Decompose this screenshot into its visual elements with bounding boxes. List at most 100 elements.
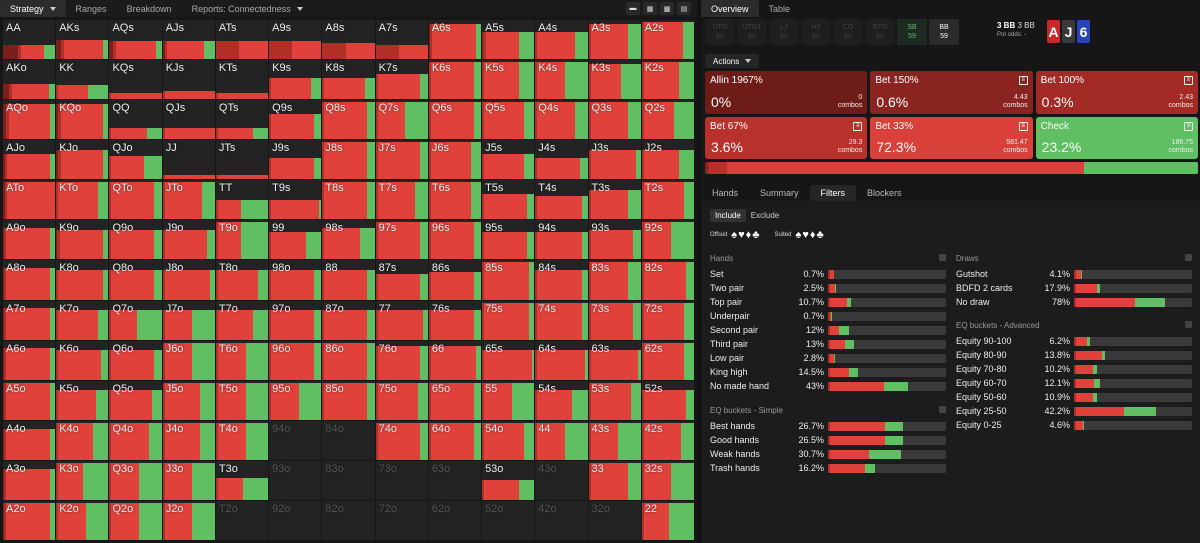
- range-icon[interactable]: ≡: [1018, 121, 1028, 131]
- hand-cell[interactable]: QQ: [109, 100, 162, 140]
- hand-cell[interactable]: 96o: [269, 340, 322, 380]
- hand-cell[interactable]: K4s: [535, 60, 588, 100]
- hand-cell[interactable]: 82s: [641, 260, 694, 300]
- hand-cell[interactable]: 82o: [322, 500, 375, 540]
- action-tile[interactable]: Bet 150% 0.6% 4.43 combos ≡: [870, 71, 1033, 114]
- hand-cell[interactable]: T3o: [215, 460, 269, 500]
- hand-cell[interactable]: 63o: [428, 460, 482, 500]
- filter-row[interactable]: Two pair 2.5%: [710, 281, 946, 295]
- hand-cell[interactable]: 84s: [535, 260, 588, 300]
- filter-row[interactable]: Equity 25-50 42.2%: [956, 404, 1192, 418]
- position-co[interactable]: CO 60: [833, 19, 863, 45]
- action-tile[interactable]: Allin 1967% 0% 0 combos: [705, 71, 868, 114]
- hand-cell[interactable]: 98s: [322, 220, 375, 260]
- hand-cell[interactable]: J7s: [375, 140, 428, 180]
- hand-cell[interactable]: K7o: [56, 300, 109, 340]
- hand-cell[interactable]: 92s: [641, 220, 694, 260]
- hand-cell[interactable]: 72o: [375, 500, 428, 540]
- hand-cell[interactable]: J8s: [322, 140, 375, 180]
- filter-row[interactable]: BDFD 2 cards 17.9%: [956, 281, 1192, 295]
- hand-cell[interactable]: J2o: [162, 500, 215, 540]
- hand-cell[interactable]: K4o: [56, 420, 109, 460]
- subtab-blockers[interactable]: Blockers: [867, 188, 902, 198]
- hand-cell[interactable]: A7s: [375, 20, 428, 60]
- hand-cell[interactable]: A2o: [3, 500, 56, 540]
- hand-cell[interactable]: KQo: [56, 100, 109, 140]
- hand-cell[interactable]: Q3o: [109, 460, 162, 500]
- toggle-icon[interactable]: [1185, 321, 1192, 328]
- hand-cell[interactable]: TT: [215, 180, 269, 220]
- hand-cell[interactable]: 99: [269, 220, 322, 260]
- hand-cell[interactable]: 98o: [269, 260, 322, 300]
- action-tile[interactable]: Check 23.2% 186.75 combos ≡: [1035, 116, 1198, 159]
- hand-cell[interactable]: 75o: [375, 380, 428, 420]
- hand-cell[interactable]: 42s: [641, 420, 694, 460]
- hand-cell[interactable]: Q7o: [109, 300, 162, 340]
- hand-cell[interactable]: K6o: [56, 340, 109, 380]
- hand-cell[interactable]: Q2o: [109, 500, 162, 540]
- hand-cell[interactable]: 64s: [535, 340, 588, 380]
- filter-row[interactable]: Weak hands 30.7%: [710, 447, 946, 461]
- hand-cell[interactable]: 32s: [641, 460, 694, 500]
- hand-cell[interactable]: A4s: [535, 20, 588, 60]
- hand-cell[interactable]: 84o: [322, 420, 375, 460]
- hand-cell[interactable]: 33: [588, 460, 641, 500]
- hand-cell[interactable]: 43o: [535, 460, 588, 500]
- hand-cell[interactable]: J9o: [162, 220, 215, 260]
- hand-cell[interactable]: 83s: [588, 260, 641, 300]
- hand-cell[interactable]: K8s: [322, 60, 375, 100]
- hand-cell[interactable]: 97s: [375, 220, 428, 260]
- position-utg[interactable]: UTG 60: [705, 19, 735, 45]
- hand-cell[interactable]: K5o: [56, 380, 109, 420]
- hand-cell[interactable]: A6o: [3, 340, 56, 380]
- hand-cell[interactable]: QJs: [162, 100, 215, 140]
- hand-cell[interactable]: 85s: [482, 260, 535, 300]
- hand-cell[interactable]: K2s: [641, 60, 694, 100]
- nav-tab-reports-connectedness[interactable]: Reports: Connectedness: [182, 0, 313, 17]
- filter-row[interactable]: Gutshot 4.1%: [956, 267, 1192, 281]
- hand-cell[interactable]: Q8s: [322, 100, 375, 140]
- hand-cell[interactable]: 92o: [269, 500, 322, 540]
- hand-cell[interactable]: A9o: [3, 220, 56, 260]
- hand-cell[interactable]: A8o: [3, 260, 56, 300]
- hand-cell[interactable]: J4s: [535, 140, 588, 180]
- hand-cell[interactable]: ATo: [3, 180, 56, 220]
- hand-cell[interactable]: KJo: [56, 140, 109, 180]
- subtab-summary[interactable]: Summary: [760, 188, 799, 198]
- hand-cell[interactable]: KTo: [56, 180, 109, 220]
- suited-suit-icons[interactable]: ♠♥♦♣: [795, 229, 825, 241]
- filter-row[interactable]: Set 0.7%: [710, 267, 946, 281]
- hand-cell[interactable]: Q7s: [375, 100, 428, 140]
- nav-tab-ranges[interactable]: Ranges: [66, 0, 117, 17]
- table-view-icon[interactable]: ▬: [626, 2, 640, 15]
- hand-cell[interactable]: A3s: [588, 20, 641, 60]
- hand-cell[interactable]: 64o: [428, 420, 482, 460]
- hand-cell[interactable]: T4o: [215, 420, 269, 460]
- hand-cell[interactable]: Q6o: [109, 340, 162, 380]
- hand-cell[interactable]: 44: [535, 420, 588, 460]
- hand-cell[interactable]: 54s: [535, 380, 588, 420]
- hand-cell[interactable]: Q4s: [535, 100, 588, 140]
- position-sb[interactable]: SB 59: [897, 19, 927, 45]
- range-icon[interactable]: ≡: [1183, 121, 1193, 131]
- filter-row[interactable]: Top pair 10.7%: [710, 295, 946, 309]
- hand-cell[interactable]: Q5o: [109, 380, 162, 420]
- hand-cell[interactable]: T7s: [375, 180, 428, 220]
- hand-cell[interactable]: AKo: [3, 60, 56, 100]
- filter-row[interactable]: No made hand 43%: [710, 379, 946, 393]
- include-button[interactable]: Include: [710, 209, 746, 222]
- hand-cell[interactable]: T9s: [269, 180, 322, 220]
- hand-cell[interactable]: J4o: [162, 420, 215, 460]
- hand-cell[interactable]: 73o: [375, 460, 428, 500]
- hand-cell[interactable]: 73s: [588, 300, 641, 340]
- hand-cell[interactable]: JJ: [162, 140, 215, 180]
- hand-cell[interactable]: A3o: [3, 460, 56, 500]
- hand-cell[interactable]: 75s: [482, 300, 535, 340]
- subtab-hands[interactable]: Hands: [712, 188, 739, 198]
- hand-cell[interactable]: 22: [641, 500, 694, 540]
- hand-cell[interactable]: T6o: [215, 340, 269, 380]
- hand-cell[interactable]: QJo: [109, 140, 162, 180]
- hand-cell[interactable]: 66: [428, 340, 482, 380]
- hand-cell[interactable]: J6s: [428, 140, 482, 180]
- hand-cell[interactable]: A2s: [641, 20, 694, 60]
